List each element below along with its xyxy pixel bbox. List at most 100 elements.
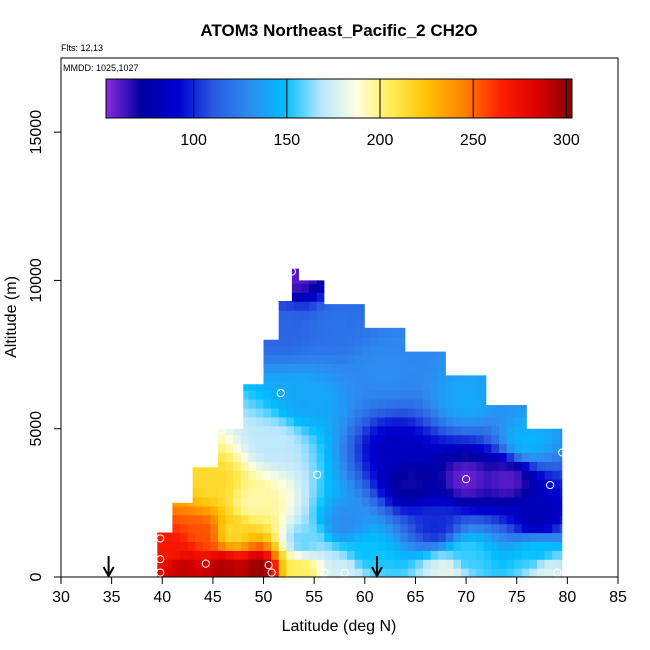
heatmap-cell xyxy=(536,318,546,329)
heatmap-cell xyxy=(499,550,508,560)
sample-point xyxy=(201,559,210,568)
heatmap-cell xyxy=(445,327,455,338)
heatmap-cell xyxy=(499,479,508,489)
heatmap-cell xyxy=(172,416,181,427)
heatmap-cell xyxy=(202,532,211,543)
heatmap-cell xyxy=(324,318,333,329)
heatmap-cell xyxy=(377,257,385,266)
heatmap-cell xyxy=(271,461,280,471)
heatmap-cell xyxy=(172,301,181,311)
heatmap-cell xyxy=(309,505,318,516)
heatmap-cell xyxy=(172,479,181,489)
heatmap-cell xyxy=(248,434,257,445)
heatmap-cell xyxy=(316,310,325,320)
heatmap-cell xyxy=(430,310,439,320)
markers-layer xyxy=(102,267,567,579)
heatmap-cell xyxy=(445,559,455,569)
heatmap-cell xyxy=(354,292,363,302)
heatmap-cell xyxy=(172,461,181,471)
heatmap-cell xyxy=(483,496,493,507)
heatmap-cell xyxy=(286,257,294,266)
heatmap-cell xyxy=(438,372,447,382)
heatmap-cell xyxy=(202,372,211,382)
heatmap-cell xyxy=(400,301,409,311)
heatmap-cell xyxy=(157,283,166,293)
heatmap-cell xyxy=(316,523,325,534)
heatmap-cell xyxy=(491,452,500,462)
heatmap-cell xyxy=(461,434,470,445)
heatmap-cell xyxy=(499,390,508,400)
heatmap-cell xyxy=(210,372,219,382)
heatmap-cell xyxy=(476,336,485,347)
heatmap-cell xyxy=(392,283,401,293)
heatmap-cell xyxy=(521,354,530,365)
heatmap-cell xyxy=(377,470,386,480)
heatmap-cell xyxy=(263,496,272,507)
heatmap-cell xyxy=(324,354,333,365)
heatmap-cell xyxy=(210,283,219,293)
heatmap-cell xyxy=(286,550,295,560)
heatmap-cell xyxy=(309,568,318,577)
heatmap-cell xyxy=(255,568,265,577)
heatmap-cell xyxy=(483,425,493,436)
heatmap-cell xyxy=(483,327,493,338)
heatmap-cell xyxy=(293,541,303,551)
colorbar-tick-label: 200 xyxy=(367,132,394,149)
heatmap-cell xyxy=(248,523,257,534)
heatmap-cell xyxy=(339,268,348,276)
heatmap-cell xyxy=(331,292,341,302)
colorbar-rect xyxy=(105,78,573,119)
heatmap-cell xyxy=(286,381,295,391)
heatmap-cell xyxy=(392,274,401,284)
heatmap-cell xyxy=(362,390,371,400)
heatmap-cell xyxy=(423,568,432,577)
heatmap-cell xyxy=(521,443,530,454)
heatmap-cell xyxy=(499,559,508,569)
heatmap-cell xyxy=(263,301,272,311)
heatmap-cell xyxy=(187,505,196,516)
heatmap-cell xyxy=(476,443,485,454)
heatmap-cell xyxy=(278,301,287,311)
heatmap-cell xyxy=(263,523,272,534)
heatmap-cell xyxy=(476,550,485,560)
heatmap-cell xyxy=(423,310,432,320)
heatmap-cell xyxy=(286,318,295,329)
heatmap-cell xyxy=(400,541,409,551)
heatmap-cell xyxy=(544,327,553,338)
heatmap-cell xyxy=(316,559,325,569)
heatmap-cell xyxy=(559,461,563,471)
heatmap-cell xyxy=(468,425,477,436)
heatmap-cell xyxy=(179,354,189,365)
heatmap-cell xyxy=(309,407,318,418)
heatmap-cell xyxy=(529,488,538,498)
heatmap-cell xyxy=(187,550,196,560)
heatmap-cell xyxy=(514,559,523,569)
heatmap-cell xyxy=(400,443,409,454)
heatmap-cell xyxy=(400,399,409,409)
heatmap-cell xyxy=(385,541,394,551)
colorbar-tick-label: 300 xyxy=(553,132,580,149)
heatmap-cell xyxy=(255,532,265,543)
heatmap-cell xyxy=(240,541,249,551)
heatmap-cell xyxy=(271,399,280,409)
heatmap-cell xyxy=(301,541,310,551)
heatmap-cell xyxy=(521,274,530,284)
heatmap-cell xyxy=(476,532,485,543)
heatmap-cell xyxy=(468,523,477,534)
heatmap-cell xyxy=(362,372,371,382)
heatmap-cell xyxy=(180,257,188,266)
x-tick-label: 30 xyxy=(52,589,70,606)
heatmap-cell xyxy=(514,310,523,320)
heatmap-cell xyxy=(217,568,227,577)
heatmap-cell xyxy=(271,550,280,560)
heatmap-cell xyxy=(407,434,417,445)
heatmap-cell xyxy=(255,354,265,365)
heatmap-cell xyxy=(392,390,401,400)
heatmap-cell xyxy=(529,274,538,284)
heatmap-cell xyxy=(468,301,477,311)
heatmap-cell xyxy=(316,434,325,445)
heatmap-cell xyxy=(506,443,515,454)
heatmap-cell xyxy=(233,541,242,551)
heatmap-cell xyxy=(415,268,424,276)
chart-title: ATOM3 Northeast_Pacific_2 CH2O xyxy=(200,21,477,40)
